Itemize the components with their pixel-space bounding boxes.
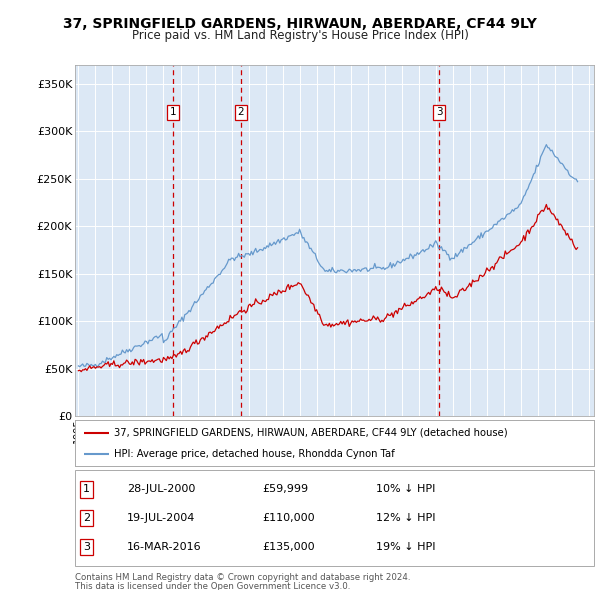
Text: 3: 3 xyxy=(83,542,90,552)
Text: 1: 1 xyxy=(83,484,90,494)
Text: 2: 2 xyxy=(83,513,90,523)
Text: 12% ↓ HPI: 12% ↓ HPI xyxy=(376,513,436,523)
Text: Contains HM Land Registry data © Crown copyright and database right 2024.: Contains HM Land Registry data © Crown c… xyxy=(75,573,410,582)
Text: This data is licensed under the Open Government Licence v3.0.: This data is licensed under the Open Gov… xyxy=(75,582,350,590)
Text: 37, SPRINGFIELD GARDENS, HIRWAUN, ABERDARE, CF44 9LY: 37, SPRINGFIELD GARDENS, HIRWAUN, ABERDA… xyxy=(63,17,537,31)
Text: £59,999: £59,999 xyxy=(262,484,308,494)
Text: 19% ↓ HPI: 19% ↓ HPI xyxy=(376,542,436,552)
Text: 1: 1 xyxy=(170,107,176,117)
Text: 16-MAR-2016: 16-MAR-2016 xyxy=(127,542,202,552)
Text: £110,000: £110,000 xyxy=(262,513,314,523)
Text: HPI: Average price, detached house, Rhondda Cynon Taf: HPI: Average price, detached house, Rhon… xyxy=(114,448,395,458)
Text: 19-JUL-2004: 19-JUL-2004 xyxy=(127,513,195,523)
Text: 2: 2 xyxy=(238,107,244,117)
Text: 37, SPRINGFIELD GARDENS, HIRWAUN, ABERDARE, CF44 9LY (detached house): 37, SPRINGFIELD GARDENS, HIRWAUN, ABERDA… xyxy=(114,428,508,438)
Text: 10% ↓ HPI: 10% ↓ HPI xyxy=(376,484,436,494)
Text: £135,000: £135,000 xyxy=(262,542,314,552)
Text: 3: 3 xyxy=(436,107,443,117)
Text: Price paid vs. HM Land Registry's House Price Index (HPI): Price paid vs. HM Land Registry's House … xyxy=(131,30,469,42)
Text: 28-JUL-2000: 28-JUL-2000 xyxy=(127,484,195,494)
